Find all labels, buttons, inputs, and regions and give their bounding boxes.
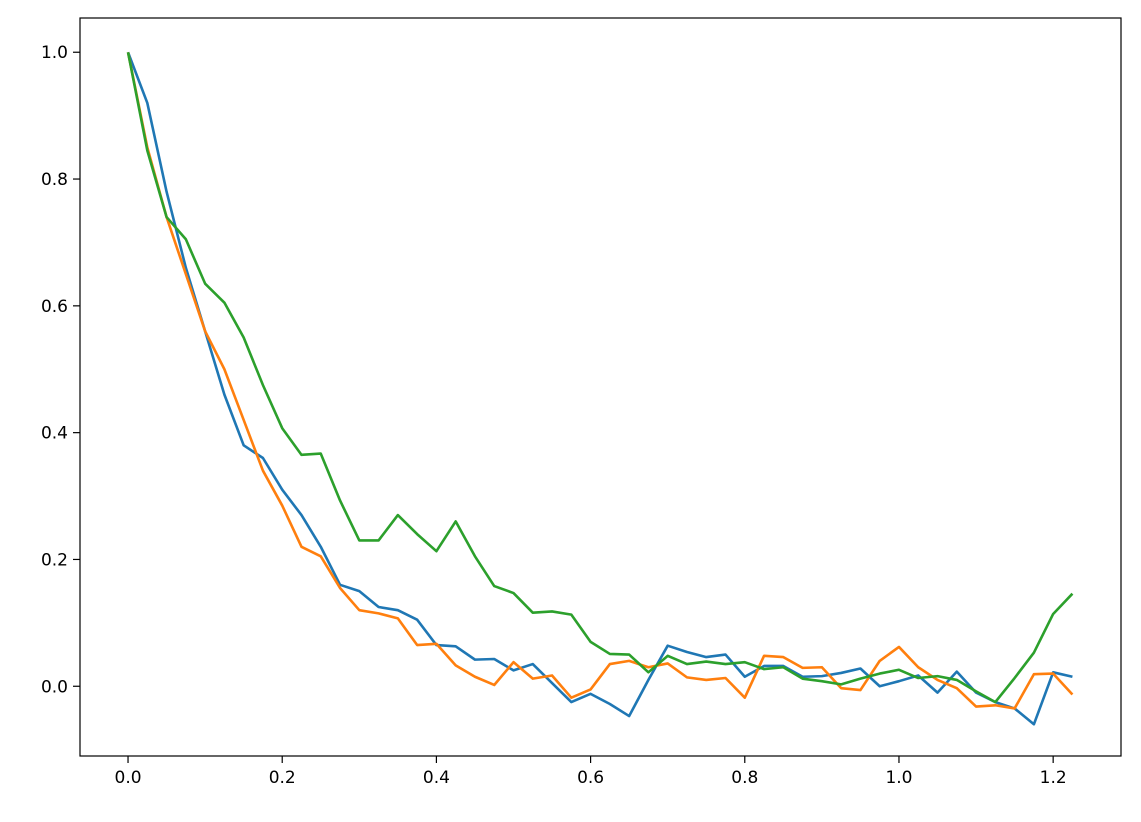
- y-tick-label: 0.6: [41, 297, 68, 317]
- y-tick-label: 0.0: [41, 677, 68, 697]
- y-tick-label: 0.2: [41, 550, 68, 570]
- x-tick-label: 0.8: [731, 768, 758, 788]
- y-tick-label: 0.4: [41, 424, 68, 444]
- y-tick-label: 0.8: [41, 170, 68, 190]
- line-series: [126, 51, 1073, 726]
- line-series: [126, 51, 1074, 710]
- x-tick-label: 0.6: [577, 768, 604, 788]
- x-tick-label: 0.4: [423, 768, 450, 788]
- x-tick-label: 0.0: [115, 768, 142, 788]
- plot-frame: [79, 17, 1122, 757]
- x-tick-label: 1.2: [1040, 768, 1067, 788]
- x-tick-label: 0.2: [269, 768, 296, 788]
- x-tick-label: 1.0: [885, 768, 912, 788]
- line-series: [126, 51, 1074, 704]
- y-tick-label: 1.0: [41, 43, 68, 63]
